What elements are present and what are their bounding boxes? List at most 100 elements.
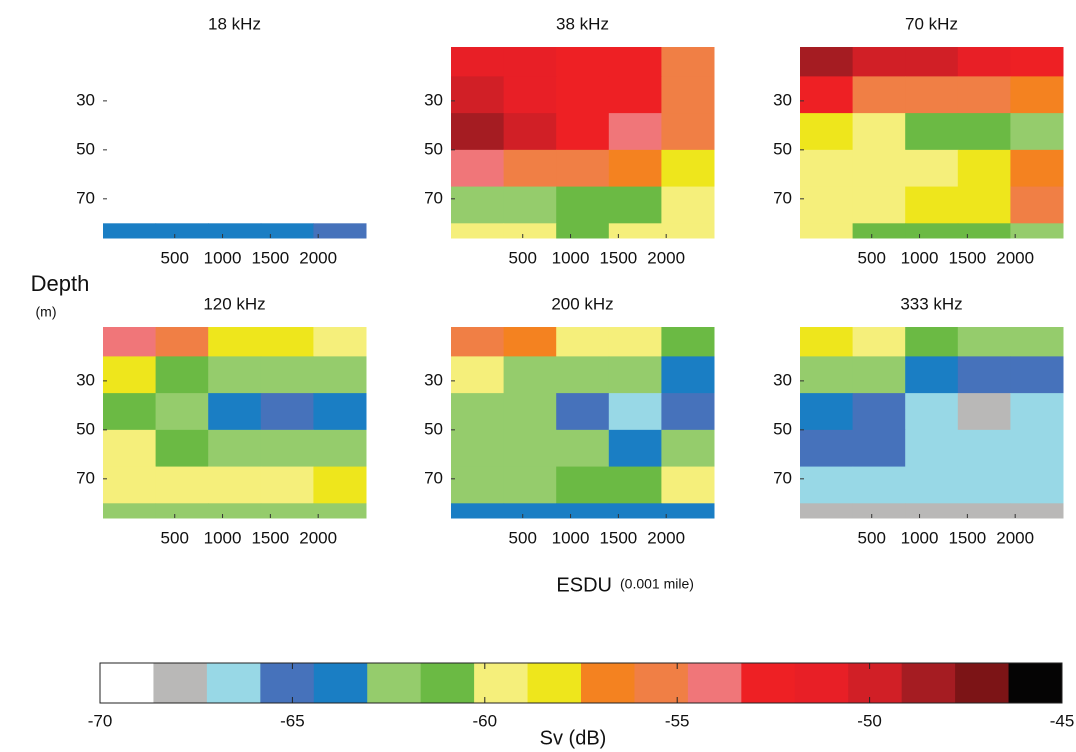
heat-cell [103, 76, 157, 114]
y-tick-label: 70 [76, 468, 95, 487]
heat-cell [800, 186, 854, 224]
heat-cell [905, 429, 959, 468]
heat-cell [957, 466, 1011, 504]
heat-cell [852, 356, 906, 394]
heat-cell [1010, 356, 1064, 394]
heat-cell [556, 466, 610, 504]
heat-cell [556, 47, 610, 77]
x-axis-unit: (0.001 mile) [620, 576, 694, 592]
x-tick-label: 1000 [552, 528, 590, 547]
heat-cell [957, 503, 1011, 519]
heat-cell [155, 186, 209, 224]
heat-cell [800, 356, 854, 394]
heat-cell [800, 503, 854, 519]
x-tick-label: 1500 [599, 248, 637, 267]
heat-cell [155, 76, 209, 114]
heat-cell [957, 223, 1011, 239]
heat-cell [852, 503, 906, 519]
colorbar-block [100, 663, 154, 703]
heat-cell [852, 149, 906, 188]
heat-cell [800, 429, 854, 468]
heat-cell [1010, 503, 1064, 519]
colorbar-block [848, 663, 903, 703]
x-tick-label: 1500 [948, 248, 986, 267]
heat-cell [313, 393, 367, 431]
heat-cell [608, 113, 662, 151]
heat-cell [905, 503, 959, 519]
heat-cell [661, 149, 715, 188]
x-tick-label: 1000 [552, 248, 590, 267]
y-tick-label: 50 [76, 419, 95, 438]
heat-cell [260, 356, 314, 394]
heat-cell [313, 47, 367, 77]
heat-cell [957, 113, 1011, 151]
heat-cell [451, 186, 505, 224]
colorbar-tick-label: -45 [1050, 711, 1075, 730]
heat-cell [1010, 47, 1064, 77]
heat-cell [1010, 76, 1064, 114]
heat-cell [661, 186, 715, 224]
y-tick-label: 30 [424, 90, 443, 109]
heat-cell [800, 113, 854, 151]
heat-cell [260, 223, 314, 239]
heat-cell [155, 327, 209, 357]
colorbar-frame [99, 662, 1063, 704]
colorbar-block [1008, 663, 1063, 703]
heat-cell [103, 149, 157, 188]
x-tick-label: 500 [858, 248, 886, 267]
panel-title: 200 kHz [551, 294, 613, 313]
heat-cell [208, 113, 262, 151]
heat-cell [905, 113, 959, 151]
heat-cell [313, 327, 367, 357]
y-tick-label: 70 [773, 188, 792, 207]
heat-cell [661, 223, 715, 239]
heat-cell [957, 47, 1011, 77]
heat-cell [451, 76, 505, 114]
heat-cell [313, 466, 367, 504]
x-tick-label: 1000 [901, 248, 939, 267]
heat-cell [556, 393, 610, 431]
heat-cell [155, 393, 209, 431]
heat-cell [451, 47, 505, 77]
heat-cell [503, 356, 557, 394]
heat-cell [957, 356, 1011, 394]
y-tick-label: 50 [424, 419, 443, 438]
x-tick-label: 2000 [996, 528, 1034, 547]
heat-cell [260, 76, 314, 114]
heat-cell [661, 76, 715, 114]
heat-cell [800, 76, 854, 114]
heat-cell [208, 393, 262, 431]
heat-cell [556, 76, 610, 114]
heat-cell [852, 466, 906, 504]
heat-cell [451, 149, 505, 188]
heat-cell [208, 356, 262, 394]
heat-cell [1010, 327, 1064, 357]
heat-cell [103, 356, 157, 394]
heat-cell [208, 327, 262, 357]
colorbar-block [634, 663, 689, 703]
heat-cell [957, 149, 1011, 188]
heat-cell [155, 47, 209, 77]
colorbar-block [367, 663, 422, 703]
heat-cell [905, 327, 959, 357]
y-tick-label: 30 [773, 370, 792, 389]
colorbar-block [260, 663, 315, 703]
heat-cell [503, 186, 557, 224]
colorbar-tick-label: -55 [665, 711, 690, 730]
heat-cell [103, 327, 157, 357]
colorbar-block [313, 663, 368, 703]
heat-cell [1010, 186, 1064, 224]
heat-cell [608, 76, 662, 114]
heat-cell [661, 393, 715, 431]
x-tick-label: 2000 [996, 248, 1034, 267]
colorbar-block [955, 663, 1010, 703]
y-tick-label: 70 [424, 188, 443, 207]
heat-cell [800, 466, 854, 504]
heat-cell [957, 327, 1011, 357]
heat-cell [1010, 429, 1064, 468]
colorbar-block [794, 663, 849, 703]
heat-cell [661, 113, 715, 151]
heat-cell [313, 223, 367, 239]
panel-title: 70 kHz [905, 14, 958, 33]
heat-cell [155, 356, 209, 394]
